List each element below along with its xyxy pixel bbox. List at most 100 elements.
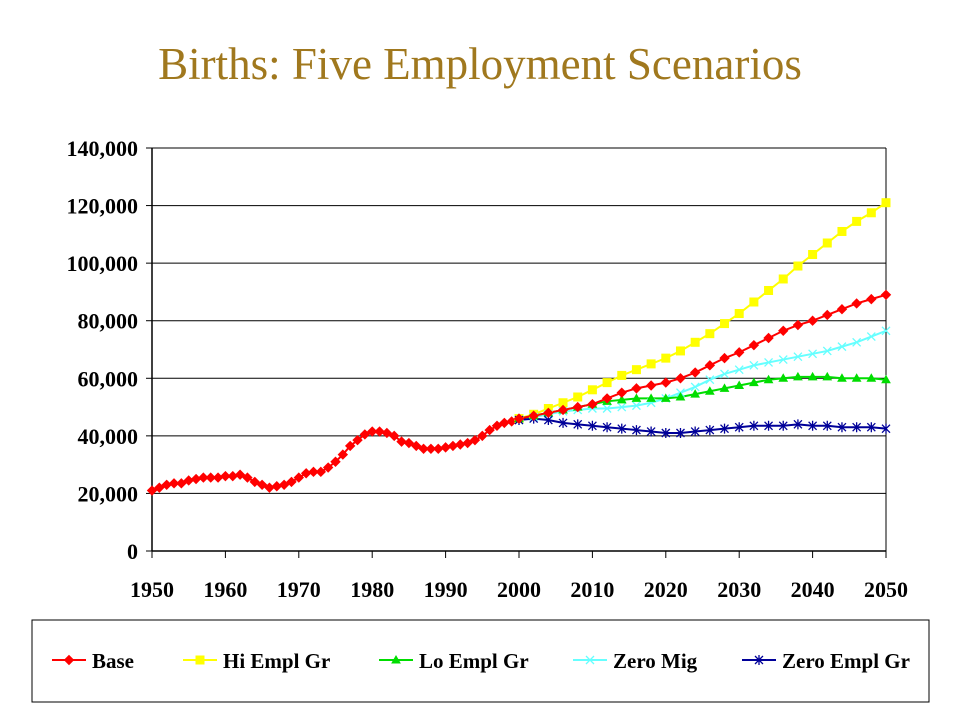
- history-point: [198, 472, 209, 483]
- lo-empl-gr-point: [704, 386, 715, 395]
- hi-empl-gr-point: [587, 385, 597, 395]
- history-point: [330, 456, 341, 467]
- base-point: [557, 404, 569, 416]
- base-point: [689, 367, 701, 378]
- zero-empl-gr-point: [705, 425, 715, 436]
- y-tick-label: 40,000: [78, 424, 139, 449]
- base-point: [513, 413, 525, 424]
- base-point: [631, 383, 642, 394]
- base-point: [704, 360, 716, 371]
- history-point: [344, 440, 356, 452]
- base-point: [660, 377, 672, 388]
- base-point: [543, 407, 554, 419]
- hi-empl-gr-point: [720, 319, 730, 329]
- zero-empl-gr-point: [690, 426, 700, 437]
- zero-mig-legend-marker: [585, 655, 595, 665]
- lo-empl-gr-legend-marker: [391, 654, 401, 664]
- history-point: [308, 466, 319, 478]
- zero-empl-gr-point: [822, 420, 832, 431]
- history-point: [396, 436, 407, 447]
- zero-mig-point: [837, 342, 847, 352]
- base-point: [822, 309, 833, 321]
- hi-empl-gr-point: [778, 274, 788, 284]
- history-point: [315, 466, 327, 478]
- hi-empl-gr-point: [690, 337, 700, 347]
- hi-empl-gr-point: [808, 250, 818, 260]
- hi-empl-gr-point: [764, 285, 774, 295]
- legend-label-hi-empl-gr: Hi Empl Gr: [223, 649, 330, 673]
- base-point: [587, 398, 598, 410]
- hi-empl-gr-legend-marker: [195, 655, 205, 665]
- history-point: [374, 426, 385, 437]
- hi-empl-gr-point: [631, 365, 641, 375]
- gridlines: [152, 147, 887, 552]
- zero-mig-point: [690, 382, 700, 392]
- base-point: [601, 393, 613, 404]
- hi-empl-gr-point: [734, 309, 744, 319]
- hi-empl-gr-point: [617, 370, 627, 380]
- hi-empl-gr-point: [602, 378, 612, 388]
- hi-empl-gr-line: [518, 201, 887, 420]
- hi-empl-gr-point: [749, 297, 759, 307]
- zero-mig-point: [617, 402, 627, 412]
- hi-empl-gr-point: [837, 226, 847, 236]
- x-tick-label: 2050: [864, 577, 908, 602]
- lo-empl-gr-point: [734, 380, 745, 389]
- lo-empl-gr-point: [866, 373, 877, 382]
- history-point: [220, 470, 231, 482]
- y-tick-label: 120,000: [67, 194, 139, 219]
- base-point: [866, 293, 877, 305]
- lo-empl-gr-point: [837, 373, 847, 382]
- zero-mig-point: [764, 357, 774, 367]
- legend-label-lo-empl-gr: Lo Empl Gr: [419, 649, 529, 673]
- zero-empl-gr-point: [793, 419, 803, 430]
- zero-empl-gr-point: [646, 426, 656, 437]
- history-point: [366, 426, 378, 437]
- zero-empl-gr-point: [661, 427, 671, 438]
- history-point: [440, 442, 451, 453]
- lo-empl-gr-point: [631, 393, 642, 402]
- base-point: [675, 373, 686, 384]
- base-point: [748, 339, 760, 351]
- lo-empl-gr-point: [690, 389, 701, 398]
- legend-label-base: Base: [92, 649, 134, 673]
- zero-empl-gr-point: [881, 423, 891, 434]
- zero-mig-point: [822, 346, 832, 356]
- axes: 0 20,000 40,000 60,000 80,000 100,000 120,000 1…: [67, 136, 909, 602]
- x-tick-label: 1960: [203, 577, 247, 602]
- history-point: [447, 440, 459, 452]
- hi-empl-gr-point: [881, 198, 891, 208]
- base-point: [763, 332, 774, 344]
- history-point: [322, 462, 334, 473]
- legend-label-zero-mig: Zero Mig: [613, 649, 698, 673]
- history-point: [242, 472, 253, 483]
- history-point: [300, 468, 312, 479]
- history-point: [418, 443, 429, 455]
- base-point: [733, 347, 745, 358]
- history-point: [389, 430, 400, 442]
- base-point: [528, 410, 539, 421]
- hi-empl-gr-point: [646, 359, 656, 369]
- y-tick-label: 60,000: [78, 366, 139, 391]
- hi-empl-gr-point: [573, 392, 583, 402]
- plot-area-series: [151, 201, 887, 492]
- legend: Base Hi Empl Gr Lo Empl Gr Zero Mig Zero Emp…: [31, 619, 930, 703]
- history-point: [249, 476, 260, 488]
- zero-mig-point: [734, 365, 744, 375]
- zero-empl-gr-point: [573, 419, 583, 430]
- hi-empl-gr-point: [675, 346, 685, 356]
- zero-mig-point: [881, 326, 891, 336]
- zero-mig-point: [631, 401, 641, 411]
- legend-label-zero-empl-gr: Zero Empl Gr: [782, 649, 910, 673]
- hi-empl-gr-point: [822, 238, 832, 248]
- history-point: [212, 472, 224, 483]
- hi-empl-gr-point: [866, 208, 876, 218]
- lo-empl-gr-point: [763, 374, 774, 384]
- history-point: [455, 439, 466, 450]
- zero-mig-point: [793, 352, 803, 362]
- history-point: [403, 437, 415, 449]
- x-tick-label: 1950: [130, 577, 174, 602]
- y-tick-label: 0: [127, 539, 138, 564]
- history-point: [359, 429, 371, 440]
